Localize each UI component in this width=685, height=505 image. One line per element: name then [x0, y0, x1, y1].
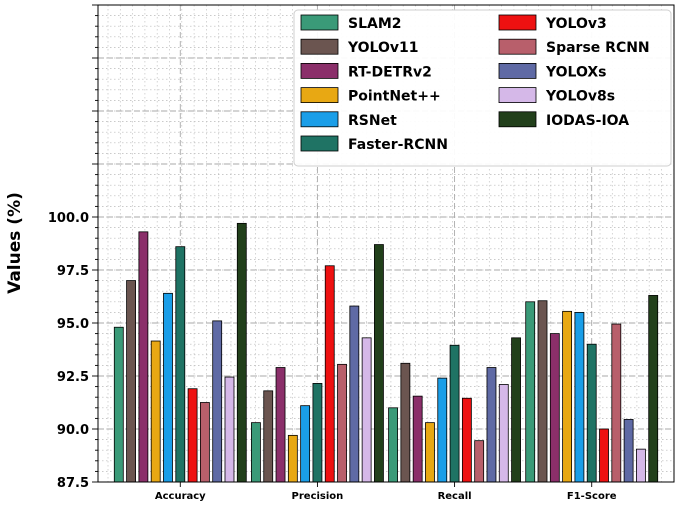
bar-yolov8s-recall: [498, 384, 509, 483]
legend-label: IODAS-IOA: [546, 113, 629, 129]
bar-yolov11-f1-score: [537, 300, 548, 483]
bar-yolov8s-f1-score: [636, 448, 646, 483]
bar-pointnet--accuracy: [150, 340, 161, 483]
bar-iodas-ioa-recall: [511, 337, 521, 483]
y-tick-label: 100.0: [48, 211, 89, 226]
x-tick-label: F1-Score: [567, 491, 617, 502]
bar-yolov3-accuracy: [187, 388, 198, 483]
bar-faster-rcnn-recall: [449, 344, 460, 483]
legend-label: Faster-RCNN: [348, 137, 448, 153]
legend-swatch: [498, 14, 537, 31]
bar-slam2-f1-score: [525, 301, 536, 483]
y-tick-label: 87.5: [57, 476, 89, 491]
legend-swatch: [300, 38, 339, 55]
legend-label: YOLOXs: [545, 64, 607, 80]
bar-sparse-rcnn-recall: [474, 440, 485, 483]
bar-slam2-accuracy: [113, 326, 124, 483]
bar-yoloxs-recall: [486, 367, 497, 483]
bar-sparse-rcnn-precision: [337, 363, 347, 483]
y-tick-label: 97.5: [57, 264, 89, 279]
x-tick-label: Precision: [292, 491, 344, 502]
bar-yolov11-recall: [400, 362, 411, 483]
bar-pointnet--precision: [287, 434, 298, 483]
bar-sparse-rcnn-accuracy: [199, 402, 210, 483]
legend-label: Sparse RCNN: [546, 40, 650, 56]
bar-rsnet-accuracy: [163, 292, 173, 483]
legend-label: RT-DETRv2: [348, 64, 432, 80]
bar-faster-rcnn-accuracy: [175, 246, 186, 483]
bar-iodas-ioa-accuracy: [236, 222, 247, 483]
bar-faster-rcnn-precision: [312, 383, 323, 483]
bar-iodas-ioa-precision: [374, 244, 384, 483]
legend-swatch: [498, 111, 537, 128]
bar-yolov3-recall: [461, 397, 472, 483]
x-tick-label: Accuracy: [155, 491, 206, 502]
bar-slam2-precision: [251, 422, 261, 483]
legend-label: RSNet: [348, 113, 397, 129]
bar-rsnet-precision: [300, 405, 311, 483]
y-tick-label: 90.0: [57, 423, 89, 438]
x-axis: Accuracy Precision Recall F1-Score: [155, 482, 617, 502]
bar-yolov8s-accuracy: [224, 376, 235, 483]
legend-swatch: [498, 38, 537, 55]
bar-pointnet--f1-score: [562, 310, 573, 483]
bars: [113, 222, 659, 483]
legend-swatch: [300, 14, 339, 31]
y-axis-label: Values (%): [5, 192, 25, 294]
bar-faster-rcnn-f1-score: [586, 343, 597, 483]
legend-swatch: [498, 63, 537, 79]
bar-rt-detrv2-recall: [412, 395, 423, 483]
legend-swatch: [300, 63, 339, 79]
bar-rt-detrv2-accuracy: [138, 231, 149, 483]
bar-iodas-ioa-f1-score: [648, 295, 659, 483]
legend-label: SLAM2: [348, 16, 402, 32]
legend-swatch: [300, 87, 339, 103]
legend-swatch: [300, 111, 339, 128]
bar-rt-detrv2-precision: [275, 367, 286, 483]
bar-sparse-rcnn-f1-score: [611, 323, 622, 483]
bar-yoloxs-precision: [349, 305, 360, 483]
legend-box: [293, 9, 672, 167]
legend-label: YOLOv11: [347, 40, 418, 56]
bar-yolov3-f1-score: [599, 428, 609, 483]
bar-yolov3-precision: [324, 265, 335, 483]
bar-yoloxs-accuracy: [212, 320, 223, 483]
legend-label: YOLOv8s: [545, 89, 615, 105]
bar-rsnet-recall: [437, 377, 448, 483]
bar-yoloxs-f1-score: [623, 419, 634, 483]
plot-frame: [97, 4, 675, 483]
legend-label: PointNet++: [348, 89, 441, 105]
legend: SLAM2 YOLOv11 RT-DETRv2 PointNet++ RSNet Fast…: [293, 9, 672, 167]
bar-yolov8s-precision: [361, 337, 372, 483]
x-tick-label: Recall: [438, 491, 472, 502]
legend-label: YOLOv3: [545, 16, 607, 32]
bar-rsnet-f1-score: [574, 311, 585, 483]
bar-slam2-recall: [388, 407, 398, 483]
y-axis: 87.5 90.0 92.5 95.0 97.5 100.0: [48, 4, 98, 491]
legend-swatch: [498, 87, 537, 103]
bar-pointnet--recall: [425, 422, 435, 483]
y-tick-label: 95.0: [57, 317, 89, 332]
y-tick-label: 92.5: [57, 370, 89, 385]
bar-yolov11-precision: [263, 390, 274, 483]
legend-swatch: [300, 135, 339, 152]
bar-rt-detrv2-f1-score: [549, 333, 560, 483]
bar-yolov11-accuracy: [126, 280, 136, 483]
